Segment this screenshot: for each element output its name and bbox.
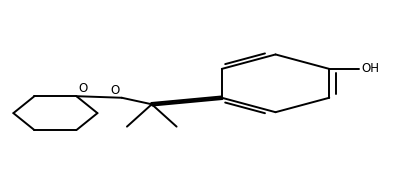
Text: OH: OH	[361, 62, 379, 75]
Text: O: O	[110, 84, 120, 97]
Text: O: O	[79, 82, 88, 95]
